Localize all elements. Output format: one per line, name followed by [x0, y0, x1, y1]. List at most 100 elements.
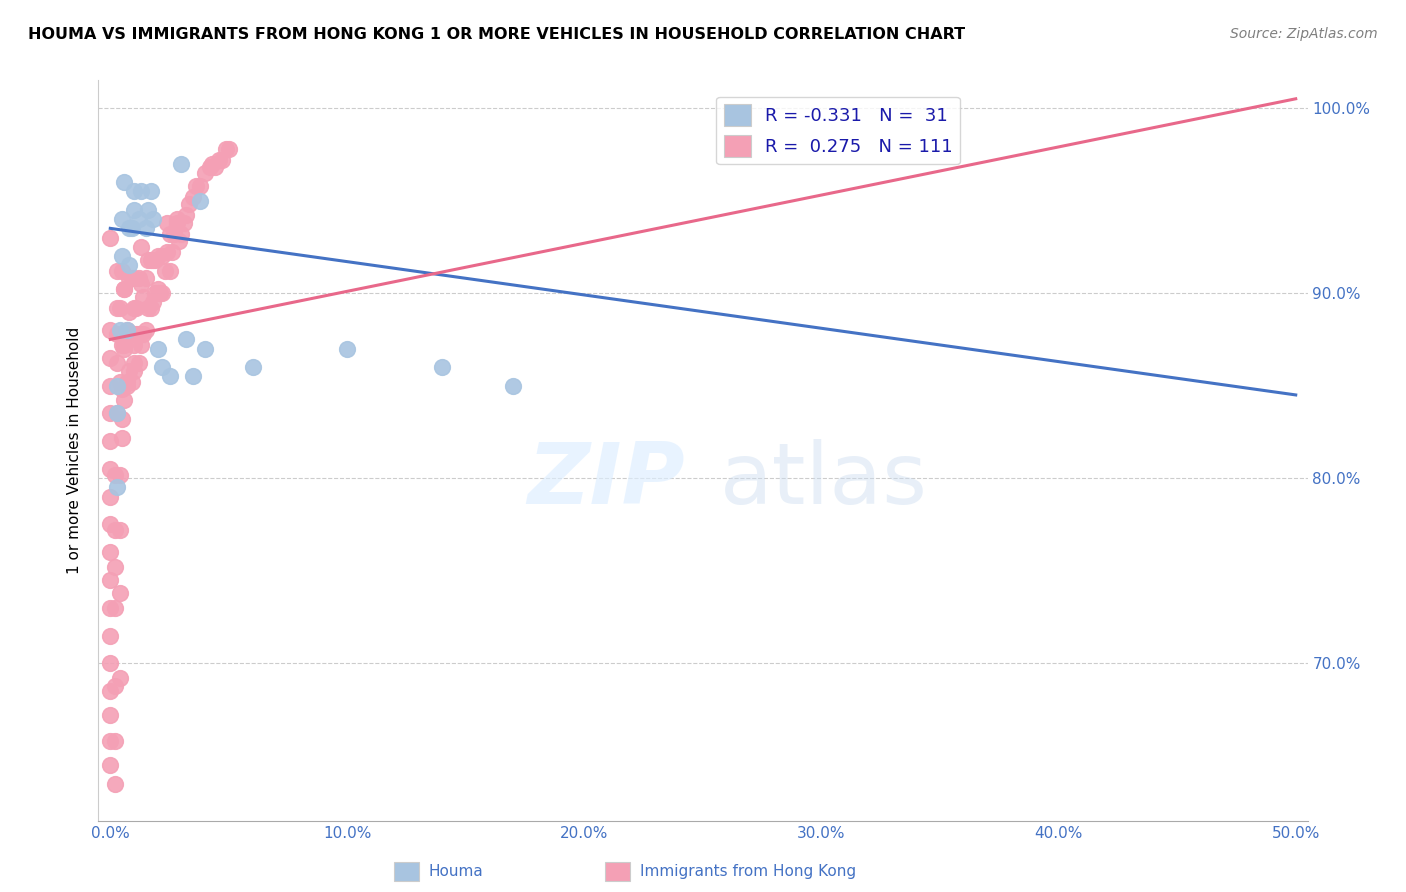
Point: [108, 523, 131, 537]
Point: [142, 295, 165, 310]
Point: [121, 375, 143, 389]
Point: [121, 326, 143, 341]
Point: [115, 323, 138, 337]
Text: HOUMA VS IMMIGRANTS FROM HONG KONG 1 OR MORE VEHICLES IN HOUSEHOLD CORRELATION C: HOUMA VS IMMIGRANTS FROM HONG KONG 1 OR …: [28, 27, 966, 42]
Point: [104, 734, 127, 748]
Point: [114, 282, 136, 296]
Point: [201, 156, 224, 170]
Point: [115, 378, 138, 392]
Point: [111, 249, 134, 263]
Point: [108, 671, 131, 685]
Point: [194, 342, 217, 356]
Point: [121, 271, 143, 285]
Point: [98, 629, 121, 643]
Point: [98, 545, 121, 559]
Point: [125, 326, 148, 341]
Point: [181, 190, 204, 204]
Point: [114, 342, 136, 356]
Point: [122, 356, 145, 370]
Point: [105, 264, 128, 278]
Point: [159, 227, 181, 241]
Point: [105, 481, 128, 495]
Point: [98, 462, 121, 476]
Point: [215, 142, 238, 156]
Point: [111, 338, 134, 352]
Point: [190, 178, 212, 193]
Point: [129, 277, 152, 291]
Point: [432, 360, 454, 375]
Point: [122, 202, 145, 217]
Point: [336, 342, 359, 356]
Point: [115, 323, 138, 337]
Point: [136, 252, 159, 267]
Point: [98, 230, 121, 244]
Point: [146, 249, 169, 263]
Legend: R = -0.331   N =  31, R =  0.275   N = 111: R = -0.331 N = 31, R = 0.275 N = 111: [717, 96, 960, 164]
Point: [129, 240, 152, 254]
Point: [114, 282, 136, 296]
Point: [105, 407, 128, 421]
Point: [98, 434, 121, 449]
Point: [105, 407, 128, 421]
Point: [152, 360, 174, 375]
Point: [139, 252, 162, 267]
Point: [108, 323, 131, 337]
Point: [167, 235, 190, 249]
Point: [152, 249, 174, 263]
Point: [114, 175, 136, 189]
Point: [108, 586, 131, 600]
Point: [98, 490, 121, 504]
Point: [118, 258, 141, 272]
Point: [174, 208, 197, 222]
Point: [129, 338, 152, 352]
Point: [111, 412, 134, 426]
Point: [160, 245, 183, 260]
Point: [114, 338, 136, 352]
Point: [166, 212, 188, 227]
Point: [502, 378, 524, 392]
Point: [177, 197, 200, 211]
Point: [98, 734, 121, 748]
Point: [98, 600, 121, 615]
Point: [152, 286, 174, 301]
Point: [139, 301, 162, 315]
Point: [198, 161, 221, 175]
Point: [115, 326, 138, 341]
Point: [166, 216, 188, 230]
Point: [98, 323, 121, 337]
Point: [108, 301, 131, 315]
Point: [129, 185, 152, 199]
Point: [111, 383, 134, 397]
Point: [204, 161, 226, 175]
Point: [118, 221, 141, 235]
Point: [98, 351, 121, 365]
Y-axis label: 1 or more Vehicles in Household: 1 or more Vehicles in Household: [67, 326, 83, 574]
Text: Houma: Houma: [429, 864, 484, 879]
Point: [146, 282, 169, 296]
Point: [170, 156, 193, 170]
Point: [153, 264, 176, 278]
Point: [108, 467, 131, 482]
Point: [211, 153, 233, 167]
Point: [146, 342, 169, 356]
Point: [111, 212, 134, 227]
Point: [105, 378, 128, 392]
Point: [156, 245, 179, 260]
Point: [159, 369, 181, 384]
Point: [218, 142, 240, 156]
Point: [132, 290, 155, 304]
Point: [122, 301, 145, 315]
Point: [149, 286, 172, 301]
Point: [142, 252, 165, 267]
Point: [105, 326, 128, 341]
Point: [104, 523, 127, 537]
Point: [104, 560, 127, 574]
Point: [118, 364, 141, 378]
Point: [98, 684, 121, 698]
Point: [135, 221, 157, 235]
Point: [104, 776, 127, 791]
Point: [122, 185, 145, 199]
Point: [142, 212, 165, 227]
Text: Source: ZipAtlas.com: Source: ZipAtlas.com: [1230, 27, 1378, 41]
Point: [111, 264, 134, 278]
